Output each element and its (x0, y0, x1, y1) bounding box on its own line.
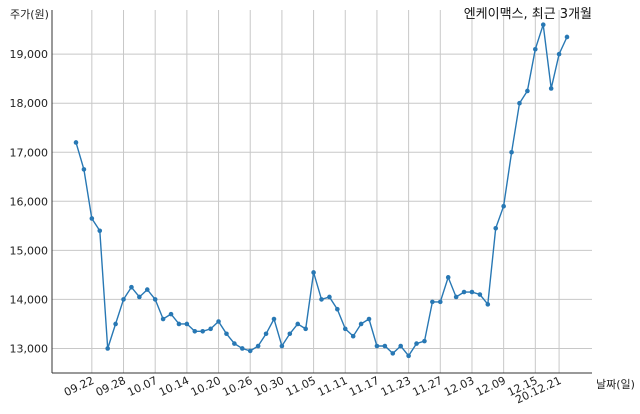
data-point (525, 88, 530, 94)
data-point (414, 341, 419, 346)
data-point (152, 297, 158, 302)
x-tick-label: 11.23 (379, 374, 413, 399)
y-tick-label: 15,000 (10, 244, 49, 257)
data-point (350, 333, 356, 339)
x-axis-title: 날짜(일) (596, 377, 635, 391)
x-tick-label: 12.09 (474, 374, 508, 399)
data-point (129, 284, 134, 290)
data-point (327, 294, 332, 300)
data-point (533, 46, 538, 52)
data-point (263, 331, 269, 337)
data-point (406, 353, 411, 359)
grid (52, 10, 592, 373)
y-tick-label: 16,000 (10, 195, 49, 208)
x-tick-label: 10.20 (189, 374, 223, 399)
data-point (168, 311, 174, 317)
data-point (398, 343, 403, 349)
data-point (81, 167, 87, 172)
y-axis-ticks: 13,000 14,000 15,000 16,000 17,000 18,000 19,0… (10, 48, 49, 355)
data-point (540, 22, 546, 28)
x-tick-label: 11.17 (347, 374, 381, 399)
data-point (271, 316, 277, 322)
data-point (461, 289, 467, 295)
data-point (295, 321, 301, 327)
data-point (366, 316, 372, 322)
data-point (374, 343, 380, 349)
data-point (517, 100, 522, 106)
data-point (390, 351, 396, 356)
data-point (469, 289, 475, 295)
y-tick-label: 19,000 (10, 48, 49, 61)
x-axis-ticks: 09.2209.2810.0710.1410.2010.2610.3011.05… (62, 374, 563, 406)
data-point (208, 326, 213, 332)
data-point (144, 287, 150, 292)
data-point (445, 275, 451, 280)
data-point (255, 343, 261, 349)
x-tick-label: 11.27 (411, 374, 445, 399)
data-point (287, 331, 293, 337)
data-point (430, 299, 435, 305)
x-tick-label: 10.26 (220, 374, 254, 399)
data-point (509, 149, 514, 155)
y-tick-label: 13,000 (10, 342, 49, 355)
x-tick-label: 11.05 (284, 374, 318, 399)
axes (51, 10, 592, 374)
data-point (232, 341, 237, 346)
data-point (548, 86, 554, 91)
data-point (247, 348, 253, 354)
data-point (453, 294, 459, 300)
x-tick-label: 10.14 (157, 374, 191, 399)
data-point (105, 346, 110, 351)
data-point (382, 343, 388, 349)
data-point (97, 228, 103, 234)
data-point (200, 329, 206, 334)
data-point (493, 225, 499, 231)
data-point (422, 338, 427, 344)
x-tick-label: 10.30 (252, 374, 286, 399)
x-tick-label: 09.22 (62, 374, 96, 399)
data-point (279, 343, 285, 349)
y-tick-label: 18,000 (10, 97, 49, 110)
data-point (501, 203, 506, 209)
price-series (73, 22, 570, 359)
data-point (137, 294, 142, 300)
data-point (121, 297, 126, 302)
data-point (192, 329, 198, 334)
x-tick-label: 11.11 (315, 374, 349, 399)
chart-title: 엔케이맥스, 최근 3개월 (464, 7, 592, 22)
data-point (358, 321, 364, 327)
x-tick-label: 09.28 (94, 374, 128, 399)
data-point (224, 331, 229, 337)
data-point (564, 34, 570, 40)
data-point (176, 321, 182, 327)
data-point (556, 51, 562, 57)
x-tick-label: 12.03 (442, 374, 476, 399)
data-point (319, 297, 324, 302)
data-point (73, 140, 79, 145)
data-point (160, 316, 166, 322)
data-point (113, 321, 118, 327)
x-tick-label: 10.07 (125, 374, 159, 399)
y-tick-label: 14,000 (10, 293, 49, 306)
x-tick-label: 20.12.21 (513, 374, 563, 406)
y-axis-title: 주가(원) (10, 8, 49, 21)
y-tick-label: 17,000 (10, 146, 49, 159)
data-point (437, 299, 443, 305)
series-line (75, 24, 568, 357)
data-point (216, 319, 221, 324)
data-point (240, 346, 245, 351)
data-point (342, 326, 348, 332)
data-point (335, 306, 340, 312)
data-point (184, 321, 190, 327)
data-point (485, 302, 491, 307)
data-point (89, 216, 95, 221)
data-point (477, 292, 483, 297)
data-point (311, 270, 316, 275)
data-point (303, 326, 308, 332)
